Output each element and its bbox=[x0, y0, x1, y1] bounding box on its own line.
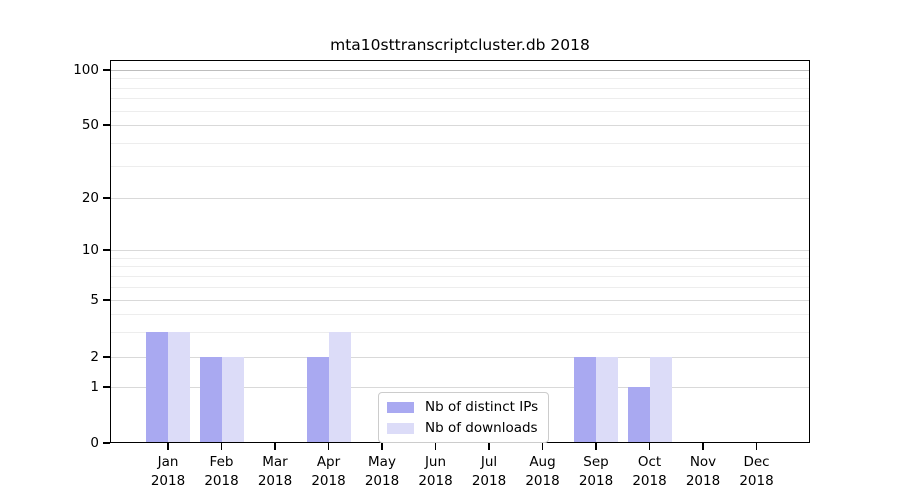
minor-gridline-60 bbox=[110, 110, 810, 112]
xtick-mark-dec bbox=[755, 443, 758, 450]
bar-feb-distinct-ips bbox=[199, 357, 222, 443]
chart-title: mta10sttranscriptcluster.db 2018 bbox=[330, 36, 590, 54]
bar-oct-distinct-ips bbox=[627, 387, 650, 443]
legend-swatch-distinct-ips bbox=[387, 401, 414, 413]
major-gridline-20 bbox=[110, 198, 810, 199]
major-gridline-1 bbox=[110, 387, 810, 388]
xtick-label-jul: Jul 2018 bbox=[471, 454, 507, 489]
major-gridline-5 bbox=[110, 300, 810, 301]
xtick-label-feb: Feb 2018 bbox=[204, 454, 239, 489]
ytick-mark-2 bbox=[103, 356, 110, 358]
bar-jan-distinct-ips bbox=[146, 331, 168, 443]
xtick-mark-aug bbox=[541, 443, 544, 450]
minor-gridline-40 bbox=[110, 142, 810, 144]
legend: Nb of distinct IPs Nb of downloads bbox=[378, 392, 550, 443]
legend-label-downloads: Nb of downloads bbox=[425, 420, 538, 436]
ytick-mark-20 bbox=[103, 197, 110, 199]
major-gridline-2 bbox=[110, 357, 810, 358]
legend-item-downloads: Nb of downloads bbox=[387, 420, 538, 436]
major-gridline-50 bbox=[110, 125, 810, 126]
xtick-label-nov: Nov 2018 bbox=[685, 454, 721, 489]
ytick-label-10: 10 bbox=[81, 242, 99, 258]
xtick-label-jun: Jun 2018 bbox=[418, 454, 453, 489]
xtick-label-mar: Mar 2018 bbox=[257, 454, 293, 489]
minor-gridline-7 bbox=[110, 275, 810, 277]
ytick-label-0: 0 bbox=[90, 435, 99, 451]
ytick-label-50: 50 bbox=[81, 117, 99, 133]
minor-gridline-9 bbox=[110, 257, 810, 259]
minor-gridline-3 bbox=[110, 331, 810, 333]
ytick-label-20: 20 bbox=[81, 190, 99, 206]
minor-gridline-90 bbox=[110, 78, 810, 80]
ytick-mark-5 bbox=[103, 299, 110, 301]
bar-apr-distinct-ips bbox=[306, 357, 329, 443]
ytick-label-1: 1 bbox=[90, 379, 99, 395]
ytick-mark-1 bbox=[103, 386, 110, 388]
xtick-label-jan: Jan 2018 bbox=[150, 454, 186, 489]
minor-gridline-6 bbox=[110, 286, 810, 288]
xtick-mark-jun bbox=[434, 443, 437, 450]
xtick-label-apr: Apr 2018 bbox=[311, 454, 346, 489]
bar-feb-downloads bbox=[221, 357, 244, 443]
minor-gridline-8 bbox=[110, 266, 810, 268]
ytick-label-100: 100 bbox=[73, 62, 99, 78]
ytick-label-5: 5 bbox=[90, 292, 99, 308]
major-gridline-100 bbox=[110, 70, 810, 71]
minor-gridline-4 bbox=[110, 313, 810, 315]
xtick-label-dec: Dec 2018 bbox=[739, 454, 774, 489]
minor-gridline-30 bbox=[110, 165, 810, 167]
xtick-label-oct: Oct 2018 bbox=[632, 454, 667, 489]
bar-oct-downloads bbox=[649, 357, 672, 443]
bar-sep-downloads bbox=[596, 357, 618, 443]
xtick-mark-sep bbox=[595, 443, 597, 450]
xtick-mark-jan bbox=[167, 443, 169, 450]
ytick-mark-10 bbox=[103, 249, 110, 251]
xtick-mark-nov bbox=[702, 443, 704, 450]
major-gridline-10 bbox=[110, 250, 810, 251]
legend-item-distinct-ips: Nb of distinct IPs bbox=[387, 399, 538, 415]
xtick-mark-may bbox=[381, 443, 383, 450]
bar-jan-downloads bbox=[168, 331, 190, 443]
minor-gridline-70 bbox=[110, 98, 810, 100]
ytick-mark-0 bbox=[103, 442, 110, 444]
legend-swatch-downloads bbox=[387, 422, 414, 434]
ytick-label-2: 2 bbox=[90, 349, 99, 365]
bar-apr-downloads bbox=[328, 331, 351, 443]
ytick-mark-100 bbox=[103, 69, 110, 71]
bar-sep-distinct-ips bbox=[574, 357, 596, 443]
xtick-label-sep: Sep 2018 bbox=[578, 454, 614, 489]
xtick-mark-mar bbox=[274, 443, 276, 450]
xtick-mark-apr bbox=[327, 443, 330, 450]
xtick-mark-jul bbox=[488, 443, 490, 450]
legend-label-distinct-ips: Nb of distinct IPs bbox=[425, 399, 539, 415]
xtick-mark-oct bbox=[648, 443, 651, 450]
xtick-label-aug: Aug 2018 bbox=[525, 454, 560, 489]
xtick-label-may: May 2018 bbox=[364, 454, 400, 489]
xtick-mark-feb bbox=[220, 443, 223, 450]
plot-area bbox=[110, 60, 810, 443]
ytick-mark-50 bbox=[103, 124, 110, 126]
minor-gridline-80 bbox=[110, 87, 810, 89]
